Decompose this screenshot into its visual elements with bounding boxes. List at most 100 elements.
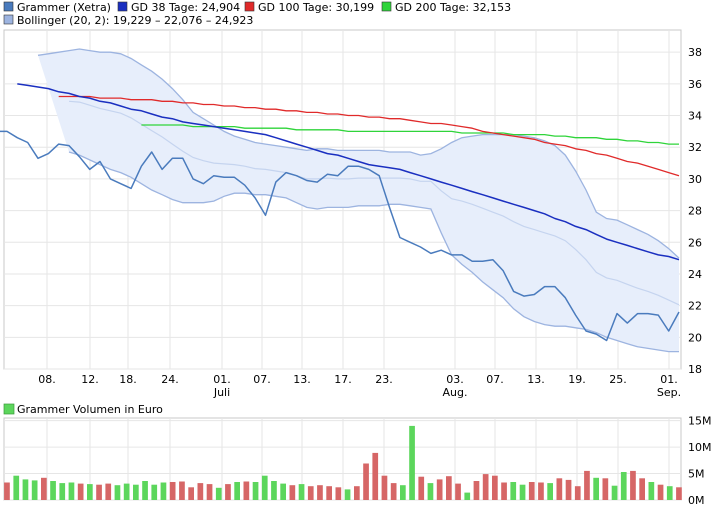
volume-bar [4,482,10,500]
volume-bar [169,482,176,500]
volume-bar [105,483,112,500]
volume-bar [482,474,489,500]
volume-bar [68,482,75,500]
y-tick-label: 26 [688,236,702,249]
volume-bar [261,475,268,500]
x-tick-label: 01. [660,373,678,386]
series-line-gd38 [17,83,680,261]
volume-bar [280,483,286,500]
volume-bar [252,482,259,500]
x-tick-label: 19. [568,373,586,386]
x-tick-month-label: Aug. [443,386,468,399]
bollinger-upper-line [37,48,680,259]
volume-bar [464,492,471,500]
volume-bar [427,483,434,500]
volume-bar [114,485,121,500]
volume-bar [538,482,544,500]
volume-bar [188,487,194,500]
y-tick-label: 18 [688,363,702,376]
volume-bar [611,485,618,500]
volume-bar [510,482,517,500]
volume-bar [87,484,93,500]
volume-bar [142,481,148,500]
vol-y-tick-label: 5M [688,468,705,481]
volume-bar [676,487,682,500]
y-tick-label: 22 [688,300,702,313]
y-tick-label: 24 [688,268,702,281]
volume-bar [418,476,425,500]
vol-y-tick-label: 0M [688,494,705,507]
volume-bar [354,486,360,500]
y-tick-label: 20 [688,331,702,344]
volume-bar [455,483,461,500]
volume-bar [593,477,599,500]
x-tick-label: 07. [253,373,271,386]
vol-y-tick-label: 10M [688,441,712,454]
volume-bar [473,481,480,500]
legend-label-gd38: GD 38 Tage: 24,904 [131,1,240,14]
volume-bar [400,485,406,500]
volume-bar [298,484,305,500]
volume-bar [528,482,535,500]
series-line-gd200 [141,124,679,145]
x-tick-label: 12. [81,373,99,386]
y-tick-label: 32 [688,141,702,154]
volume-bar [657,484,664,500]
legend-swatch-gd200 [381,1,392,12]
x-tick-label: 08. [38,373,56,386]
volume-title: Grammer Volumen in Euro [17,403,163,416]
x-tick-month-label: Sep. [657,386,681,399]
volume-bar [335,487,342,500]
x-tick-label: 17. [334,373,352,386]
volume-bar [41,477,47,500]
volume-bar [409,425,415,500]
y-tick-label: 36 [688,78,702,91]
bollinger-lower-line [68,151,679,353]
legend-label-gd100: GD 100 Tage: 30,199 [258,1,374,14]
volume-bar [390,483,397,500]
volume-bar [584,470,590,500]
x-tick-label: 01. [213,373,231,386]
y-tick-label: 34 [688,110,702,123]
legend-swatch-price [3,1,14,12]
volume-bar [197,483,204,500]
volume-bar [565,479,572,500]
y-tick-label: 38 [688,46,702,59]
series-line-price [0,130,680,342]
volume-bar [151,484,158,500]
volume-grid [4,418,681,501]
volume-bar [96,484,102,500]
price-y-axis: 18 20 22 24 26 28 30 32 34 36 38 [688,46,702,376]
x-tick-label: 24. [161,373,179,386]
x-tick-label: 13. [527,373,545,386]
volume-bar [381,475,388,500]
volume-bar [22,479,29,500]
volume-bars [4,425,682,500]
volume-bar [243,481,250,500]
volume-bar [234,482,240,500]
volume-bar [160,482,167,500]
x-tick-label: 23. [375,373,393,386]
x-tick-label: 18. [119,373,137,386]
volume-bar [501,482,507,500]
volume-bar [602,478,609,500]
volume-bar [59,483,66,500]
volume-bar [179,481,185,500]
volume-bar [215,487,222,500]
volume-bar [31,480,38,500]
y-tick-label: 30 [688,173,702,186]
volume-bar [363,463,369,500]
volume-bar [289,485,296,500]
volume-bar [225,484,231,500]
volume-bar [620,472,627,500]
legend-label-gd200: GD 200 Tage: 32,153 [395,1,511,14]
volume-y-axis: 0M 5M 10M 15M [688,415,712,507]
legend-swatch-bollinger [3,14,14,25]
legend-label-bollinger: Bollinger (20, 2): 19,229 – 22,076 – 24,… [17,14,253,27]
volume-bar [206,484,213,500]
legend: Grammer (Xetra) GD 38 Tage: 24,904 GD 100 … [3,1,511,27]
x-tick-label: 13. [293,373,311,386]
